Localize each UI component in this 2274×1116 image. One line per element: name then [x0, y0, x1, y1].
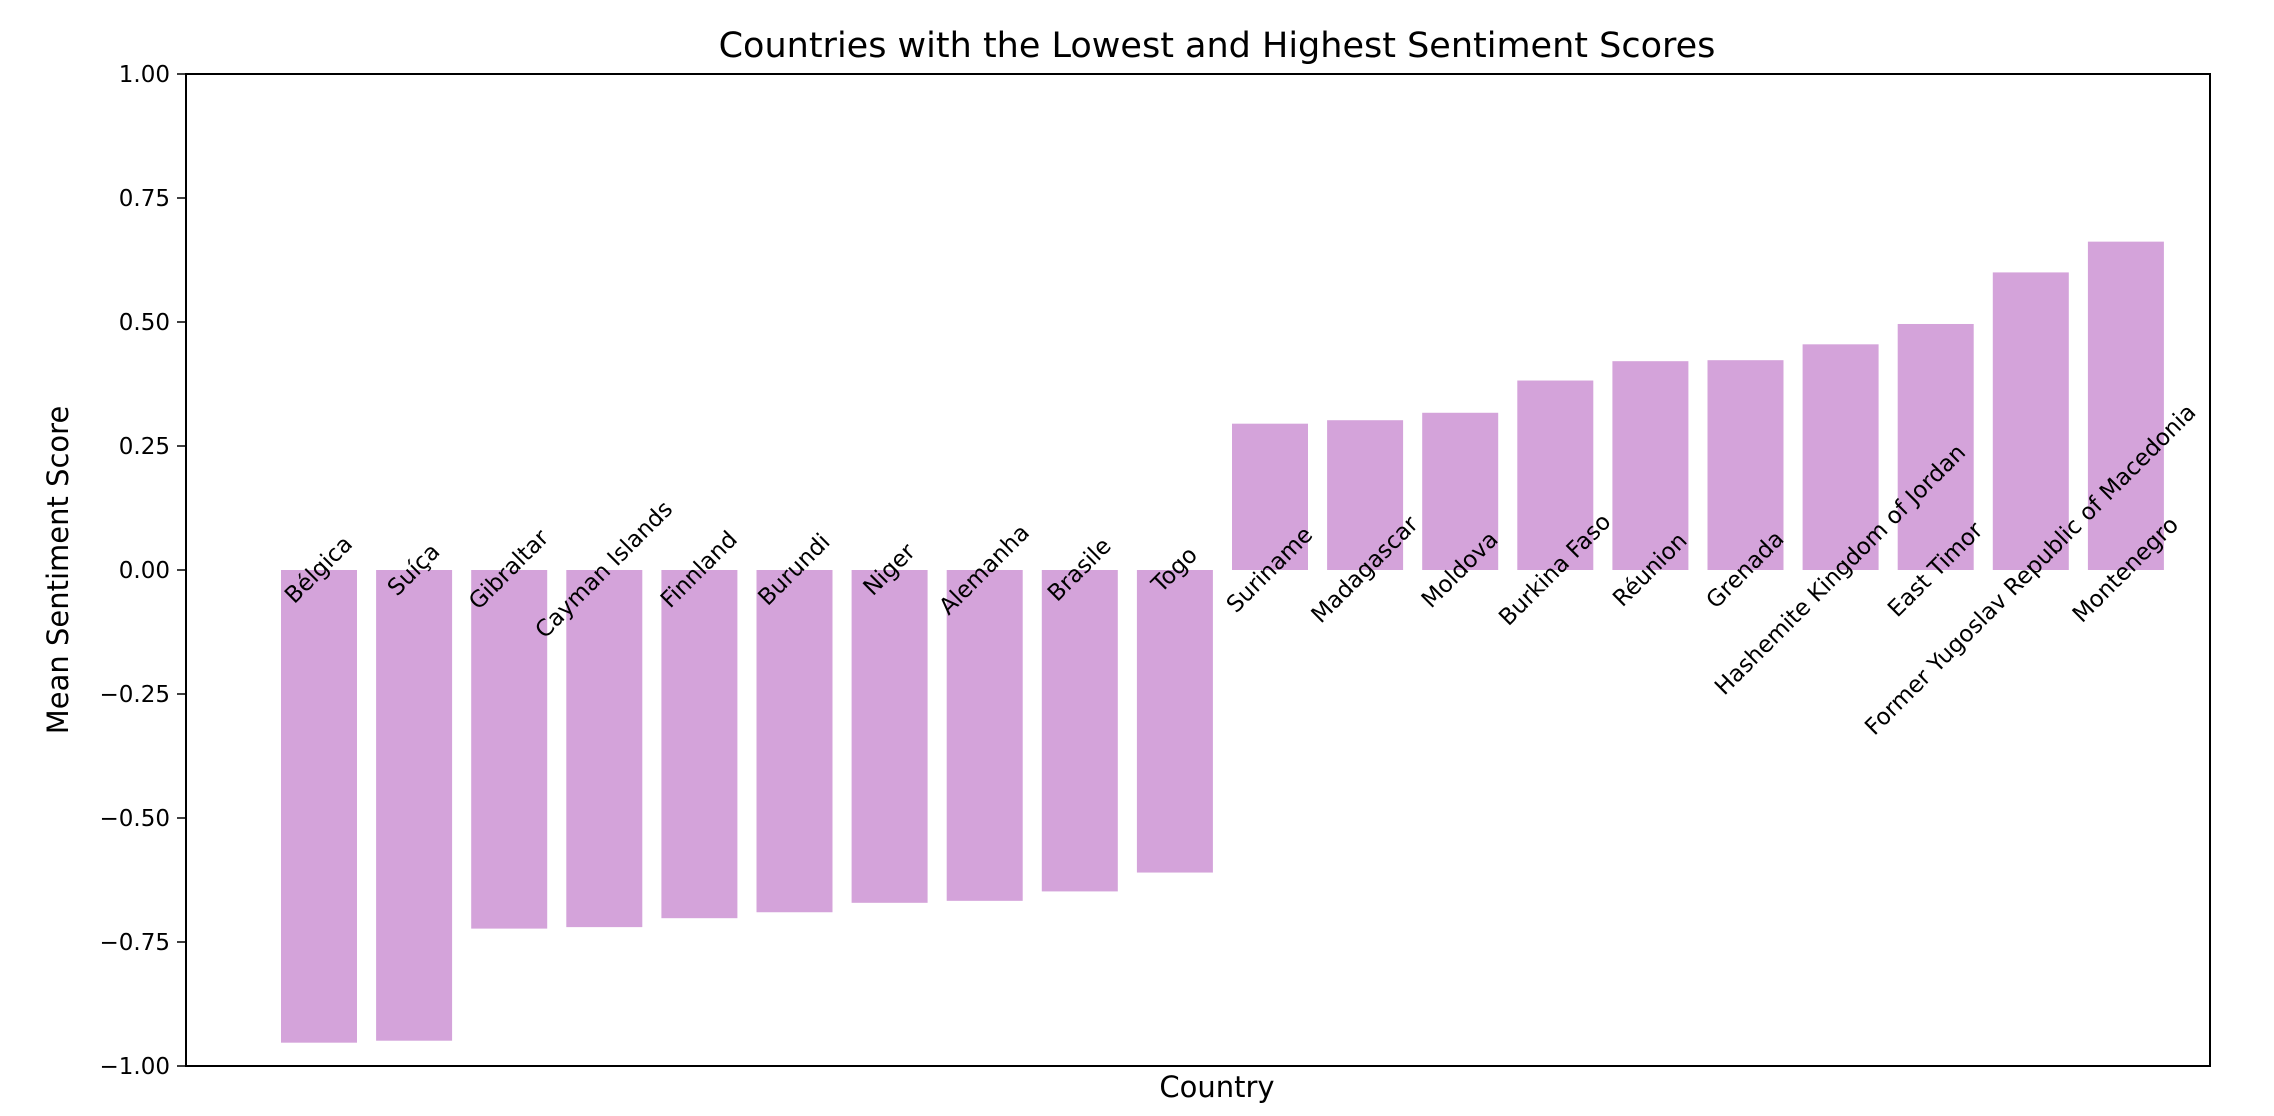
bar	[281, 570, 357, 1043]
bar	[1232, 423, 1308, 570]
bar	[1992, 272, 2069, 570]
y-axis-ticks: 1.00 0.75 0.50 0.25 0.00 −0.25 −0.50 −0.75 −1.00	[100, 62, 186, 1080]
y-tick-label: −0.25	[100, 682, 170, 708]
bar	[946, 570, 1023, 901]
bars-group	[281, 241, 2164, 1043]
bar	[1897, 323, 1974, 570]
y-tick-label: 0.50	[119, 310, 170, 336]
bar	[2087, 241, 2164, 570]
y-tick-label: 0.00	[119, 558, 170, 584]
y-tick-label: −0.50	[100, 806, 170, 832]
bar	[1136, 570, 1213, 873]
y-tick-label: 0.75	[119, 186, 170, 212]
y-tick-label: −1.00	[100, 1054, 170, 1080]
y-tick-label: 1.00	[119, 62, 170, 88]
bar	[1517, 380, 1594, 570]
y-axis-title: Mean Sentiment Score	[41, 406, 75, 735]
bar	[1422, 412, 1499, 570]
bar	[756, 570, 833, 913]
bar	[1041, 570, 1118, 892]
bar	[376, 570, 453, 1041]
bar	[1707, 360, 1784, 570]
bar	[566, 570, 643, 928]
bar	[851, 570, 928, 903]
bar	[1327, 420, 1404, 570]
bar	[661, 570, 738, 919]
y-tick-label: 0.25	[119, 434, 170, 460]
y-tick-label: −0.75	[100, 930, 170, 956]
bar	[471, 570, 548, 929]
bar	[1802, 344, 1879, 570]
bar	[1612, 361, 1689, 570]
chart-title: Countries with the Lowest and Highest Se…	[719, 26, 1716, 66]
x-axis-title: Country	[1159, 1070, 1274, 1104]
